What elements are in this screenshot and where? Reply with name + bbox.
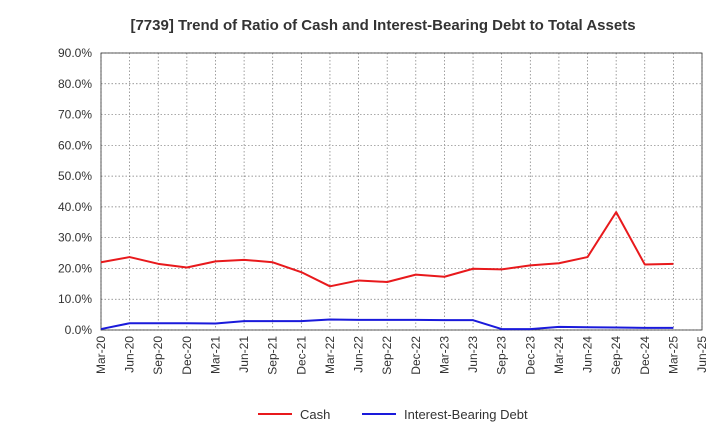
plot-frame	[100, 52, 703, 331]
grid	[100, 52, 703, 331]
x-tick-label: Dec-23	[523, 336, 537, 375]
x-tick-label: Jun-21	[237, 336, 251, 373]
x-tick-label: Dec-21	[294, 336, 308, 375]
y-axis: 0.0% 10.0% 20.0% 30.0% 40.0% 50.0% 60.0% 70.0% 8…	[58, 46, 92, 337]
x-tick-label: Jun-20	[123, 336, 137, 373]
x-tick-label: Mar-21	[208, 336, 222, 374]
x-tick-label: Mar-25	[666, 336, 680, 374]
y-tick-label: 50.0%	[58, 169, 92, 183]
x-tick-label: Dec-24	[638, 336, 652, 375]
y-tick-label: 80.0%	[58, 77, 92, 91]
y-tick-label: 0.0%	[65, 323, 93, 337]
y-tick-label: 40.0%	[58, 200, 92, 214]
debt-line	[100, 318, 674, 331]
legend-label: Interest-Bearing Debt	[404, 407, 528, 422]
x-tick-label: Sep-23	[495, 336, 509, 375]
cash-line	[100, 211, 674, 288]
x-tick-label: Sep-21	[266, 336, 280, 375]
x-tick-label: Sep-22	[380, 336, 394, 375]
x-tick-label: Dec-22	[409, 336, 423, 375]
chart-title: [7739] Trend of Ratio of Cash and Intere…	[130, 17, 635, 34]
plot-area	[101, 53, 702, 330]
plot-background	[101, 53, 702, 330]
x-tick-label: Mar-24	[552, 336, 566, 374]
x-tick-label: Mar-22	[323, 336, 337, 374]
x-tick-label: Dec-20	[180, 336, 194, 375]
y-tick-label: 30.0%	[58, 231, 92, 245]
legend: Cash Interest-Bearing Debt	[258, 407, 528, 422]
x-tick-label: Jun-22	[352, 336, 366, 373]
series-group	[100, 211, 674, 331]
x-axis: Mar-20 Jun-20 Sep-20 Dec-20 Mar-21 Jun-21 Sep-…	[94, 336, 709, 375]
y-tick-label: 10.0%	[58, 292, 92, 306]
y-tick-label: 20.0%	[58, 261, 92, 275]
y-tick-label: 70.0%	[58, 108, 92, 122]
x-tick-label: Sep-20	[151, 336, 165, 375]
x-tick-label: Jun-23	[466, 336, 480, 373]
x-tick-label: Mar-20	[94, 336, 108, 374]
y-tick-label: 60.0%	[58, 138, 92, 152]
x-tick-label: Mar-23	[437, 336, 451, 374]
x-tick-label: Sep-24	[609, 336, 623, 375]
legend-label: Cash	[300, 407, 330, 422]
x-tick-label: Jun-25	[695, 336, 709, 373]
y-tick-label: 90.0%	[58, 46, 92, 60]
x-tick-label: Jun-24	[581, 336, 595, 373]
